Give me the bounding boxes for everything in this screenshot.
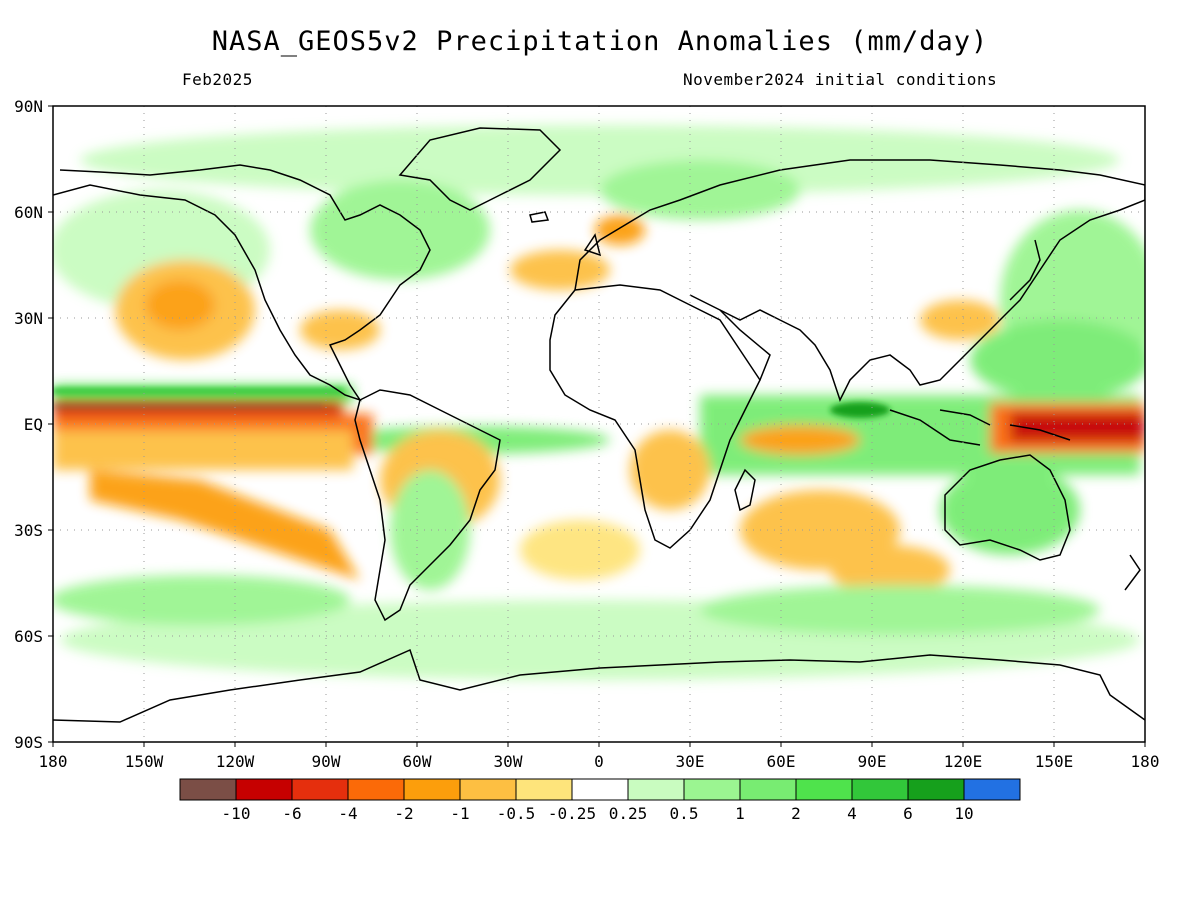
lon-label: 90E [858,752,887,771]
longitude-labels: 180 150W 120W 90W 60W 30W 0 30E 60E 90E 120E 150E 18… [39,752,1160,771]
colorbar [179,778,1021,801]
colorbar-label: -0.25 [548,804,596,823]
graticule [53,106,1145,742]
colorbar-swatch [627,778,685,801]
lon-label: 60W [403,752,432,771]
colorbar-swatch [459,778,517,801]
latitude-labels: 90N 60N 30N EQ 30S 60S 90S [14,97,43,752]
colorbar-swatch [291,778,349,801]
lon-label: 150W [125,752,164,771]
colorbar-swatch [739,778,797,801]
lon-label: 180 [1131,752,1160,771]
colorbar-label: 1 [735,804,745,823]
colorbar-swatch [179,778,237,801]
colorbar-label: 2 [791,804,801,823]
colorbar-label: 0.25 [609,804,648,823]
lon-label: 150E [1035,752,1074,771]
colorbar-swatch [683,778,741,801]
colorbar-swatch [795,778,853,801]
colorbar-label: -1 [450,804,469,823]
colorbar-swatch [515,778,573,801]
axis-ticks [48,105,1146,747]
colorbar-swatch [347,778,405,801]
colorbar-label: 10 [954,804,973,823]
colorbar-swatch [907,778,965,801]
lat-label: 90S [14,733,43,752]
lat-label: 90N [14,97,43,116]
colorbar-swatch [963,778,1021,801]
lon-label: 120W [216,752,255,771]
lon-label: 90W [312,752,341,771]
init-conditions-label: November2024 initial conditions [683,70,998,89]
colorbar-label: 4 [847,804,857,823]
colorbar-label: -2 [394,804,413,823]
colorbar-label: 0.5 [670,804,699,823]
colorbar-labels: -10 -6 -4 -2 -1 -0.5 -0.25 0.25 0.5 1 2 4 6 10 [222,804,974,823]
coastlines [53,127,1145,723]
colorbar-swatch [403,778,461,801]
lon-label: 30W [494,752,523,771]
lon-label: 60E [767,752,796,771]
lat-label: 30S [14,521,43,540]
lon-label: 0 [594,752,604,771]
lon-label: 180 [39,752,68,771]
colorbar-label: -6 [282,804,301,823]
colorbar-swatch [571,778,629,801]
lon-label: 120E [944,752,983,771]
lat-label: 60S [14,627,43,646]
colorbar-swatch [851,778,909,801]
map-title: NASA_GEOS5v2 Precipitation Anomalies (mm… [211,26,989,57]
colorbar-label: 6 [903,804,913,823]
lat-label: 60N [14,203,43,222]
valid-month-label: Feb2025 [182,70,253,89]
colorbar-label: -10 [222,804,251,823]
lon-label: 30E [676,752,705,771]
anomaly-field [53,125,1145,680]
lat-label: EQ [24,415,43,434]
colorbar-label: -4 [338,804,357,823]
colorbar-label: -0.5 [497,804,536,823]
lat-label: 30N [14,309,43,328]
colorbar-swatch [235,778,293,801]
